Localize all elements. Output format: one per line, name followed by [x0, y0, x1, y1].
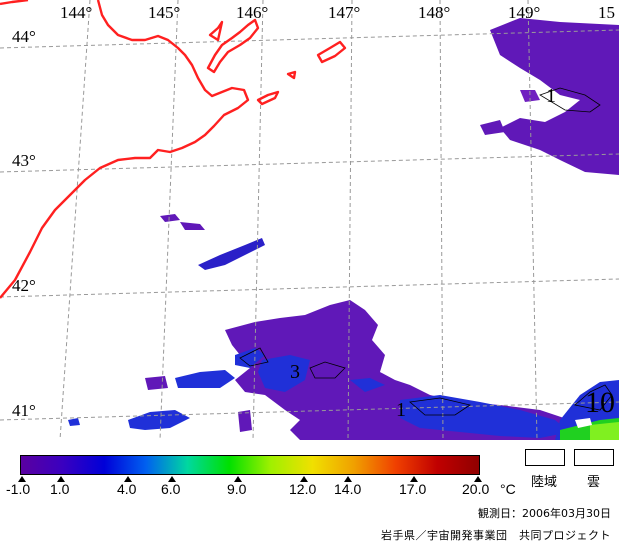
latitude-label-43: 43°: [12, 151, 36, 170]
colorbar-tick: [300, 476, 308, 482]
credit-line: 岩手県／宇宙開発事業団 共同プロジェクト: [381, 529, 611, 542]
sea-surface-temperature-map: [0, 0, 619, 440]
colorbar-tick-label: -1.0: [6, 481, 31, 497]
colorbar-tick-label: 1.0: [50, 481, 70, 497]
observation-date: 観測日：2006年03月30日: [478, 507, 611, 520]
latitude-label-42: 42°: [12, 276, 36, 295]
isotherm-contours: [239, 87, 613, 416]
longitude-label-146: 146°: [236, 3, 269, 22]
contour-label: 10: [585, 386, 615, 419]
temperature-colorbar: [20, 455, 480, 475]
colorbar-tick-label: 14.0: [334, 481, 362, 497]
contour-label: 3: [290, 361, 300, 383]
latitude-label-41: 41°: [12, 401, 36, 420]
contour-label: 1: [396, 399, 406, 421]
cloud-legend-label: 雲: [587, 475, 601, 490]
colorbar-tick: [410, 476, 418, 482]
cloud-legend-swatch: [574, 449, 614, 466]
colorbar-tick-label: 17.0: [399, 481, 427, 497]
colorbar-tick-label: 12.0: [289, 481, 317, 497]
colorbar-tick: [234, 476, 242, 482]
colorbar-tick: [474, 476, 482, 482]
temperature-patch-central: [225, 300, 619, 440]
temperature-patch-island-lake: [198, 238, 265, 270]
contour-label: 1: [546, 85, 556, 107]
temperature-patch-northeast: [490, 18, 619, 175]
colorbar-tick-label: 9.0: [227, 481, 247, 497]
land-legend-swatch: [525, 449, 565, 466]
coastline: [0, 0, 347, 299]
longitude-label-144: 144°: [60, 3, 93, 22]
colorbar-tick-label: 6.0: [161, 481, 181, 497]
graticule: [0, 0, 619, 440]
colorbar-tick-label: 20.0: [462, 481, 490, 497]
colorbar-tick-label: 4.0: [117, 481, 137, 497]
colorbar-tick: [168, 476, 176, 482]
longitude-label-150: 15: [598, 3, 615, 22]
colorbar-tick: [124, 476, 132, 482]
colorbar-tick: [57, 476, 65, 482]
longitude-label-147: 147°: [328, 3, 361, 22]
longitude-label-148: 148°: [418, 3, 451, 22]
colorbar-tick: [344, 476, 352, 482]
longitude-label-149: 149°: [508, 3, 541, 22]
colorbar-unit: °C: [500, 481, 516, 497]
longitude-label-145: 145°: [148, 3, 181, 22]
colorbar-tick: [18, 476, 26, 482]
latitude-label-44: 44°: [12, 27, 36, 46]
land-legend-label: 陸域: [531, 475, 558, 490]
